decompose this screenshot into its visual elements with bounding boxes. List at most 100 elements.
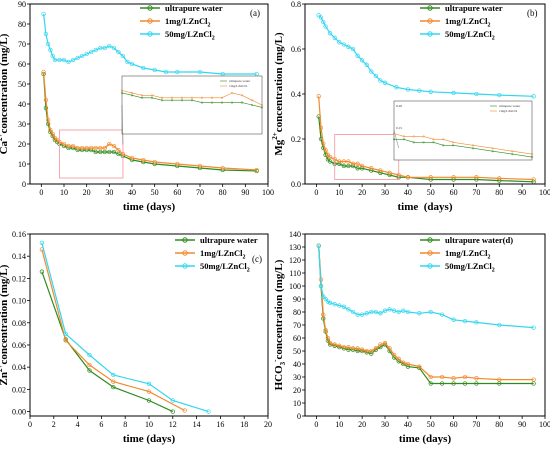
x-tick-label: 14 [193,420,201,429]
x-tick-label: 10 [60,188,68,197]
series-c1mg-point [405,175,411,180]
series-ultrapure-point [462,381,468,386]
inset-series-c1mg-line [121,90,263,106]
series-c1mg-point [497,377,502,382]
series-c50mg-point [141,65,146,71]
series-c50mg-line [318,245,534,329]
x-tick-label: 80 [219,188,227,197]
series-c50mg-point [387,307,392,312]
series-c1mg-point [474,175,479,180]
series-c50mg-point [93,47,98,53]
legend-label: 1mg/LZnCl2 [165,16,211,29]
series-c1mg-point [359,163,365,169]
series-c1mg-point [93,145,98,151]
inset-series-c1mg-point [130,91,134,94]
legend-marker [427,250,433,256]
inset-series-c1mg-point [120,89,124,92]
panel-tag: (b) [527,8,538,18]
series-ultrapure-line [318,245,534,385]
series-c1mg-point [61,141,67,147]
zoom-region-box [59,129,124,179]
series-c1mg-point [84,145,89,151]
inset-series-c1mg-point [432,138,435,141]
series-ultrapure-point [451,381,456,386]
series-c50mg-point [102,45,107,51]
series-c50mg-point [50,53,55,59]
plot-frame [29,3,269,185]
series-c50mg-point [462,318,468,324]
x-tick-label: 40 [404,188,412,197]
legend-label: ultrapure water [200,235,258,245]
panel-tag: (a) [250,8,260,18]
series-c1mg-point [102,145,107,151]
inset-series-ultrapure-point [452,144,455,147]
series-ultrapure-point [346,163,351,169]
series-c50mg-point [428,89,433,94]
inset-legend-label: ultrapure water [499,104,521,108]
x-tick-label: 60 [450,420,458,429]
inset-series-ultrapure-point [250,103,254,107]
x-tick-label: 90 [518,420,526,429]
series-c50mg-point [417,88,422,93]
x-tick-label: 80 [495,420,503,429]
series-c50mg-line [318,14,534,97]
y-tick-label: 0.02 [12,385,26,394]
series-c1mg-point [355,161,360,166]
series-c1mg-point [87,362,92,368]
series-c50mg-point [332,302,337,307]
series-c1mg-point [405,361,411,367]
series-c50mg-point [332,35,337,40]
x-tick-label: 20 [358,420,366,429]
series-c1mg-point [325,335,331,341]
inset-series-ultrapure-line [121,92,263,108]
series-c1mg-point [325,152,331,157]
chart-panel-b: 0 10 20 30 40 50 60 70 80 90 100 0.0 0.2 0.4 0.6 0.8 tim… [271,0,550,213]
legend-marker [182,263,188,269]
inset-series-ultrapure-point [230,101,234,104]
series-c1mg-point [48,127,53,133]
series-c50mg-point [428,309,433,315]
series-c1mg-point [220,165,225,171]
inset-series-ultrapure-point [130,94,134,97]
inset-series-ultrapure-point [402,138,405,141]
series-c50mg-point [337,40,342,45]
x-tick-label: 100 [539,420,550,429]
inset-series-c1mg-point [402,135,405,138]
x-axis-label: time (days) [123,433,176,445]
y-tick-label: 0.0 [291,180,301,189]
y-tick-label: 0 [297,412,301,421]
series-c50mg-point [359,312,365,317]
legend-marker [427,31,433,37]
x-tick-label: 8 [123,420,127,429]
y-tick-label: 90 [293,295,301,304]
y-tick-label: 0.12 [12,274,26,283]
series-ultrapure-point [346,347,351,352]
series-c50mg-point [48,47,53,53]
inset-series-ultrapure-point [260,106,264,109]
series-c50mg-point [531,94,536,99]
chart-panel-c: 0 2 4 6 8 10 12 14 16 18 20 0.00 0.02 0.04 0.06 0.08 0.1… [0,230,272,445]
series-c1mg-point [50,131,55,137]
inset-series-c1mg-point [140,94,144,97]
inset-series-ultrapure-point [432,141,435,144]
inset-series-ultrapure-point [442,144,445,147]
series-c1mg-point [45,117,51,123]
legend-marker [182,237,188,243]
series-ultrapure-point [531,179,536,184]
series-ultrapure-point [341,163,347,169]
x-tick-label: 0 [28,420,32,429]
series-ultrapure-point [98,149,103,155]
series-c50mg-point [382,80,388,85]
series-c1mg-point [98,145,103,151]
series-ultrapure-point [146,398,152,403]
y-tick-label: 110 [289,269,301,278]
legend-marker [427,263,433,269]
inset-series-c1mg-point [230,91,234,94]
series-c1mg-point [451,376,456,381]
series-c1mg-point [451,175,456,180]
series-ultrapure-point [428,381,433,386]
series-c1mg-point [391,352,397,358]
y-tick-label: 70 [18,40,26,49]
series-c50mg-point [350,309,356,315]
y-axis-label: HCO3-concentration (mg/L) [271,259,287,390]
